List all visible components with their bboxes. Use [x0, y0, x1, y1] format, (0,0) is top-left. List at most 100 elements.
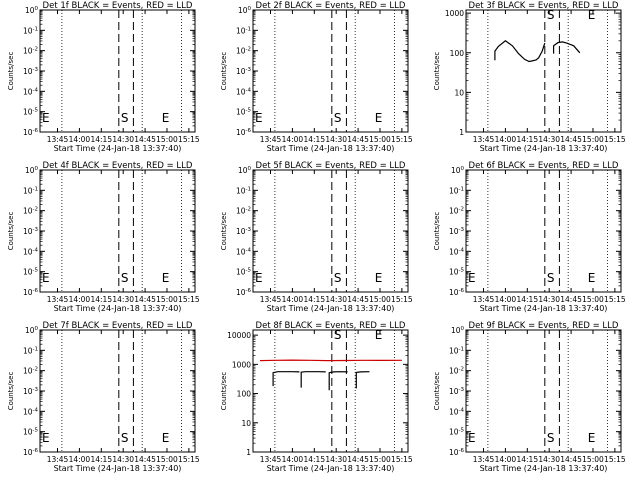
x-tick-label: 14:00 — [69, 135, 91, 144]
y-tick-label: 10-1 — [23, 186, 38, 195]
y-tick-label: 10-2 — [23, 47, 38, 56]
panel-title: Det 4f BLACK = Events, RED = LLD — [43, 161, 193, 171]
panel-title: Det 3f BLACK = Events, RED = LLD — [469, 1, 619, 11]
x-axis-label: Start Time (24-Jan-18 13:37:40) — [480, 304, 608, 313]
series-line-1 — [272, 371, 300, 387]
x-tick-label: 15:00 — [369, 135, 391, 144]
event-marker-e: E — [375, 271, 383, 285]
x-tick-label: 14:30 — [325, 135, 347, 144]
y-tick-label: 10-4 — [449, 407, 465, 416]
x-tick-label: 14:45 — [134, 455, 156, 464]
y-tick-label: 10-3 — [23, 387, 39, 396]
x-axis-label: Start Time (24-Jan-18 13:37:40) — [54, 464, 182, 473]
x-tick-label: 15:00 — [582, 455, 604, 464]
y-axis-label: Counts/sec — [220, 372, 228, 411]
event-marker-s: S — [334, 111, 342, 125]
y-tick-label: 100 — [450, 49, 465, 58]
x-tick-label: 15:15 — [604, 455, 626, 464]
x-tick-label: 14:45 — [347, 295, 369, 304]
y-tick-label: 10-3 — [23, 227, 39, 236]
plot-frame — [252, 169, 409, 293]
event-marker-e: E — [468, 431, 476, 445]
y-tick-label: 10-2 — [23, 367, 38, 376]
event-marker-e: E — [588, 431, 596, 445]
series-line-0 — [259, 359, 402, 362]
event-marker-s: S — [121, 431, 129, 445]
event-marker-s: S — [547, 431, 555, 445]
event-marker-e: E — [375, 328, 383, 342]
plot-frame — [39, 169, 196, 293]
x-tick-label: 14:45 — [134, 295, 156, 304]
x-tick-label: 15:00 — [582, 295, 604, 304]
y-tick-label: 100 — [451, 166, 465, 175]
y-tick-label: 10-2 — [449, 207, 464, 216]
x-tick-label: 15:00 — [156, 455, 178, 464]
x-tick-label: 13:45 — [260, 295, 282, 304]
event-marker-e: E — [162, 111, 170, 125]
x-tick-label: 14:00 — [282, 455, 304, 464]
x-tick-label: 13:45 — [47, 295, 69, 304]
x-axis-label: Start Time (24-Jan-18 13:37:40) — [54, 304, 182, 313]
event-marker-s: S — [121, 111, 129, 125]
event-marker-e: E — [42, 111, 50, 125]
y-tick-label: 10-1 — [449, 346, 464, 355]
event-marker-s: S — [121, 271, 129, 285]
panel-title: Det 9f BLACK = Events, RED = LLD — [469, 321, 619, 331]
event-marker-e: E — [588, 271, 596, 285]
panel-det-4f: Det 4f BLACK = Events, RED = LLD 13:45 14:… — [7, 161, 200, 313]
y-axis-label: Counts/sec — [7, 372, 15, 411]
y-tick-label: 1 — [459, 128, 464, 137]
y-tick-label: 10-1 — [236, 186, 251, 195]
series-line-1 — [552, 41, 581, 54]
y-tick-label: 10-2 — [236, 47, 251, 56]
x-axis-label: Start Time (24-Jan-18 13:37:40) — [267, 464, 395, 473]
y-axis-label: Counts/sec — [7, 212, 15, 251]
y-tick-label: 10-1 — [23, 26, 38, 35]
x-tick-label: 13:45 — [473, 295, 495, 304]
x-tick-label: 14:15 — [90, 135, 112, 144]
x-tick-label: 13:45 — [47, 455, 69, 464]
x-tick-label: 15:00 — [582, 135, 604, 144]
x-tick-label: 13:45 — [260, 135, 282, 144]
x-tick-label: 14:45 — [347, 135, 369, 144]
event-marker-s: S — [334, 328, 342, 342]
x-tick-label: 14:15 — [303, 455, 325, 464]
x-axis-label: Start Time (24-Jan-18 13:37:40) — [267, 144, 395, 153]
event-marker-e: E — [162, 431, 170, 445]
y-tick-label: 10-4 — [23, 87, 39, 96]
x-tick-label: 14:30 — [325, 455, 347, 464]
x-axis-label: Start Time (24-Jan-18 13:37:40) — [54, 144, 182, 153]
x-tick-label: 14:15 — [516, 295, 538, 304]
x-tick-label: 14:30 — [538, 135, 560, 144]
event-marker-s: S — [334, 271, 342, 285]
x-tick-label: 13:45 — [473, 455, 495, 464]
x-tick-label: 15:15 — [178, 295, 200, 304]
x-tick-label: 15:15 — [391, 455, 413, 464]
x-tick-label: 15:15 — [604, 295, 626, 304]
x-tick-label: 14:30 — [112, 455, 134, 464]
y-tick-label: 100 — [451, 326, 465, 335]
event-marker-e: E — [588, 8, 596, 22]
x-tick-label: 14:30 — [112, 135, 134, 144]
x-tick-label: 14:00 — [282, 135, 304, 144]
series-line-0 — [494, 40, 546, 63]
event-marker-e: E — [255, 271, 263, 285]
event-marker-e: E — [162, 271, 170, 285]
y-tick-label: 10-1 — [449, 186, 464, 195]
y-tick-label: 100 — [238, 6, 252, 15]
plot-frame — [465, 169, 622, 293]
event-marker-e: E — [375, 111, 383, 125]
x-tick-label: 14:45 — [134, 135, 156, 144]
y-tick-label: 10-3 — [236, 227, 252, 236]
x-tick-label: 14:15 — [516, 135, 538, 144]
y-tick-label: 10-4 — [236, 247, 252, 256]
x-tick-label: 15:00 — [156, 295, 178, 304]
event-marker-s: S — [547, 271, 555, 285]
x-tick-label: 14:15 — [90, 295, 112, 304]
y-tick-label: 10-2 — [236, 207, 251, 216]
y-tick-label: 10-6 — [23, 448, 39, 457]
